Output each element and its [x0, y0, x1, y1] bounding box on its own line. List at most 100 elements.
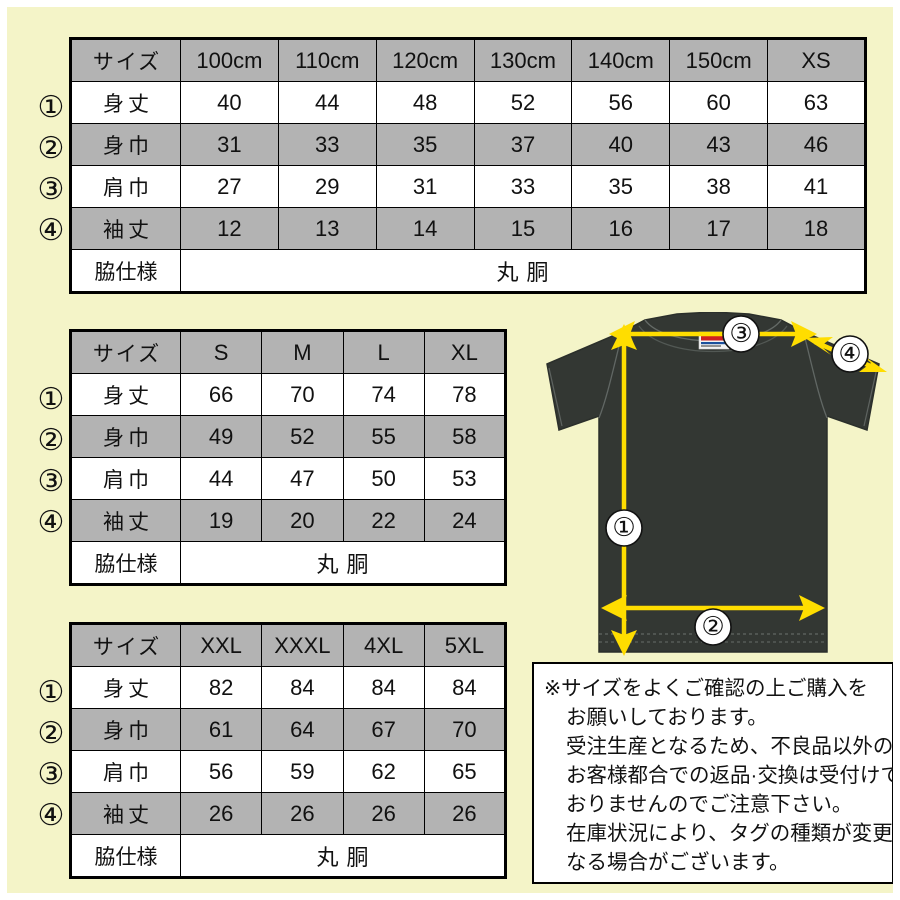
note-line: お客様都合での返品·交換は受付けて: [566, 764, 900, 787]
cell: 33: [277, 123, 377, 166]
table-row: 身巾 31 33 35 37 40 43 46: [70, 123, 866, 166]
header-col-5: 150cm: [669, 38, 769, 82]
row-label-side-spec: 脇仕様: [70, 249, 181, 293]
callout-sleeve: ④: [838, 339, 861, 369]
header-col-4: 140cm: [571, 38, 671, 82]
note-line: お願いしております。: [566, 706, 768, 729]
marker-3-table2: ③: [37, 464, 65, 499]
collar-stitch: [638, 325, 788, 353]
marker-2-table3: ②: [37, 716, 65, 751]
header-col-0: XXL: [179, 623, 263, 667]
header-col-3: 5XL: [423, 623, 507, 667]
table-row: 身丈 40 44 48 52 56 60 63: [70, 81, 866, 124]
cell: 31: [180, 123, 279, 166]
cell: 84: [423, 666, 507, 709]
table-row: 袖丈 19 20 22 24: [70, 499, 507, 542]
table-row: 肩巾 44 47 50 53: [70, 457, 507, 500]
row-label-shoulder: 肩巾: [70, 457, 181, 500]
cell: 60: [669, 81, 769, 124]
header-col-2: 4XL: [342, 623, 425, 667]
row-label-length: 身丈: [70, 373, 181, 416]
header-size-label: サイズ: [70, 623, 181, 667]
table-header-row: サイズ S M L XL: [70, 330, 507, 374]
cell: 56: [179, 750, 263, 793]
cell: 12: [180, 207, 279, 250]
cell: 35: [375, 123, 475, 166]
row-label-sleeve: 袖丈: [70, 207, 181, 250]
cell: 33: [473, 165, 573, 208]
table-row: 身丈 82 84 84 84: [70, 666, 507, 709]
header-size-label: サイズ: [70, 38, 181, 82]
row-label-length: 身丈: [70, 666, 181, 709]
cell: 29: [277, 165, 377, 208]
cell: 74: [342, 373, 425, 416]
cell: 20: [261, 499, 344, 542]
left-sleeve-hem: [548, 367, 563, 427]
cell: 44: [179, 457, 263, 500]
marker-3-table3: ③: [37, 757, 65, 792]
cell: 84: [342, 666, 425, 709]
cell: 40: [180, 81, 279, 124]
cell: 61: [179, 708, 263, 751]
marker-2-table2: ②: [37, 423, 65, 458]
cell: 64: [261, 708, 344, 751]
cell: 66: [179, 373, 263, 416]
note-line: おりませんのでご注意下さい。: [566, 793, 853, 816]
callout-length: ①: [612, 513, 635, 543]
row-label-width: 身巾: [70, 415, 181, 458]
marker-1-table2: ①: [37, 382, 65, 417]
cell: 63: [767, 81, 866, 124]
header-col-1: 110cm: [277, 38, 377, 82]
marker-3-table1: ③: [37, 172, 65, 207]
side-spec-value: 丸胴: [180, 249, 866, 293]
cell: 70: [423, 708, 507, 751]
size-table-kids: サイズ 100cm 110cm 120cm 130cm 140cm 150cm …: [69, 37, 867, 294]
table-row: 袖丈 26 26 26 26: [70, 792, 507, 835]
note-line: 在庫状況により、タグの種類が変更に: [566, 822, 900, 845]
cell: 62: [342, 750, 425, 793]
cell: 52: [261, 415, 344, 458]
cell: 58: [423, 415, 507, 458]
cell: 22: [342, 499, 425, 542]
cell: 56: [571, 81, 671, 124]
table-row-side-spec: 脇仕様 丸胴: [70, 834, 506, 878]
cell: 53: [423, 457, 507, 500]
cell: 13: [277, 207, 377, 250]
cell: 41: [767, 165, 866, 208]
callout-width: ②: [701, 612, 724, 642]
cell: 82: [179, 666, 263, 709]
header-size-text: サイズ: [92, 50, 162, 74]
cell: 17: [669, 207, 769, 250]
header-col-3: 130cm: [473, 38, 573, 82]
purchase-notice-box: ※サイズをよくご確認の上ご購入を お願いしております。 受注生産となるため、不良…: [532, 662, 900, 884]
cell: 26: [261, 792, 344, 835]
table-row: 肩巾 27 29 31 33 35 38 41: [70, 165, 866, 208]
cell: 46: [767, 123, 866, 166]
cell: 35: [571, 165, 671, 208]
header-col-1: M: [261, 330, 344, 374]
marker-4-table2: ④: [37, 505, 65, 540]
cell: 78: [423, 373, 507, 416]
cell: 50: [342, 457, 425, 500]
callout-circles: ① ② ③ ④: [605, 315, 869, 646]
row-label-sleeve: 袖丈: [70, 499, 181, 542]
header-col-0: 100cm: [180, 38, 279, 82]
cell: 37: [473, 123, 573, 166]
cell: 59: [261, 750, 344, 793]
cell: 84: [261, 666, 344, 709]
table-header-row: サイズ XXL XXXL 4XL 5XL: [70, 623, 507, 667]
table-header-row: サイズ 100cm 110cm 120cm 130cm 140cm 150cm …: [70, 38, 866, 82]
cell: 19: [179, 499, 263, 542]
cell: 44: [277, 81, 377, 124]
side-spec-value: 丸胴: [180, 541, 506, 585]
right-sleeve-hem: [863, 367, 878, 427]
cell: 40: [571, 123, 671, 166]
header-col-0: S: [179, 330, 263, 374]
header-col-1: XXXL: [261, 623, 344, 667]
cell: 31: [375, 165, 475, 208]
header-col-6: XS: [767, 38, 866, 82]
row-label-width: 身巾: [70, 123, 181, 166]
row-label-width: 身巾: [70, 708, 181, 751]
right-armhole-seam: [803, 333, 828, 419]
